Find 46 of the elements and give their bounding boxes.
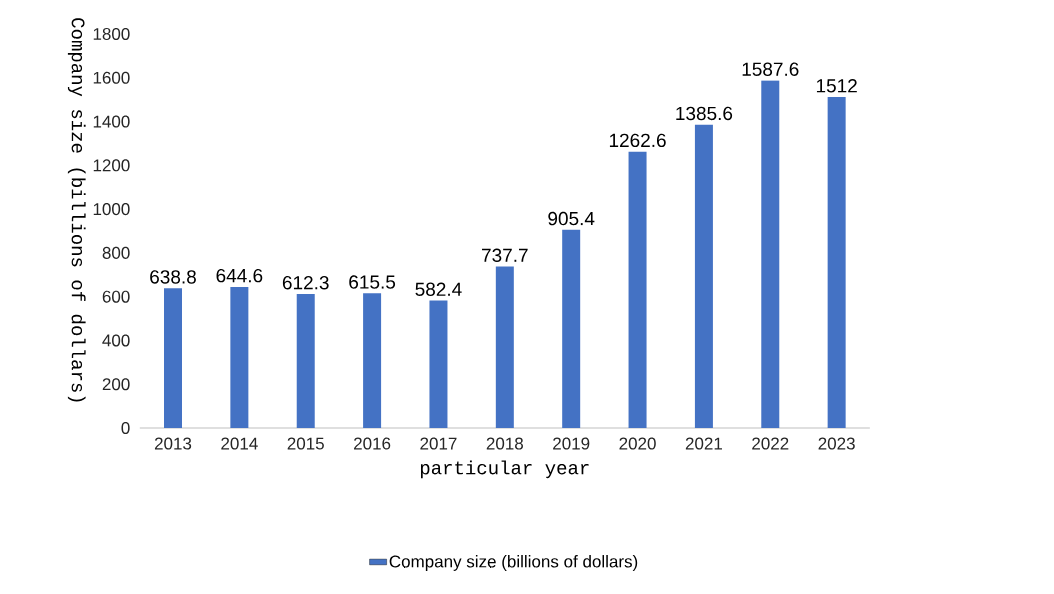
data-label: 737.7 — [482, 248, 528, 262]
y-tick-label: 0 — [121, 421, 130, 435]
bar — [827, 97, 846, 428]
x-tick-label: 2017 — [420, 437, 457, 450]
bar — [495, 266, 514, 428]
data-label: 1385.6 — [676, 106, 733, 121]
y-tick-label: 1000 — [93, 203, 130, 216]
data-label: 615.5 — [349, 275, 396, 289]
x-tick-label: 2019 — [553, 437, 590, 450]
x-tick-label: 2014 — [221, 437, 258, 450]
y-tick-label: 1200 — [93, 159, 130, 172]
data-label: 638.8 — [150, 270, 196, 284]
bar — [296, 293, 315, 428]
data-label: 905.4 — [548, 211, 595, 226]
data-label: 582.4 — [415, 282, 462, 296]
bar — [429, 300, 448, 428]
y-tick-label: 1400 — [93, 115, 130, 128]
y-tick-label: 200 — [102, 378, 130, 391]
y-tick-label: 600 — [102, 290, 130, 303]
legend-label: Company size (billions of dollars) — [389, 555, 638, 571]
x-tick-label: 2020 — [619, 437, 656, 450]
y-tick-label: 1600 — [93, 71, 130, 84]
y-tick-label: 1800 — [93, 27, 130, 41]
bar — [230, 286, 249, 428]
y-tick-label: 800 — [102, 246, 130, 259]
bar — [363, 293, 382, 428]
bar — [628, 151, 647, 428]
data-label: 644.6 — [216, 268, 263, 283]
y-axis-title: Company size (billions of dollars) — [67, 18, 86, 402]
data-label: 1587.6 — [742, 62, 799, 76]
data-label: 1512 — [816, 79, 857, 93]
bar — [761, 80, 780, 428]
x-tick-label: 2018 — [486, 437, 523, 450]
bar — [164, 288, 182, 428]
data-label: 612.3 — [282, 275, 329, 290]
bar — [562, 229, 581, 428]
x-tick-label: 2015 — [287, 437, 324, 450]
y-tick-label: 400 — [102, 334, 130, 347]
data-label: 1262.6 — [609, 133, 666, 148]
bar — [694, 124, 713, 428]
x-tick-label: 2016 — [354, 437, 391, 450]
x-tick-label: 2022 — [752, 437, 789, 450]
x-axis-title: particular year — [420, 460, 589, 479]
x-tick-label: 2023 — [818, 437, 855, 450]
x-tick-label: 2021 — [685, 437, 722, 450]
x-tick-label: 2013 — [154, 437, 192, 450]
